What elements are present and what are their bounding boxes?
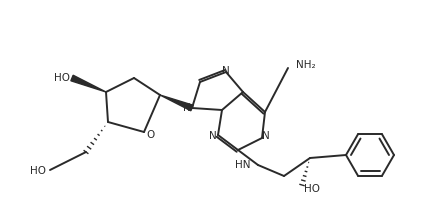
Text: O: O <box>146 130 154 140</box>
Text: N: N <box>222 66 230 76</box>
Polygon shape <box>71 75 106 92</box>
Polygon shape <box>160 95 193 111</box>
Text: N: N <box>183 103 191 113</box>
Text: HO: HO <box>54 73 70 83</box>
Text: HO: HO <box>304 184 320 194</box>
Text: N: N <box>209 131 217 141</box>
Text: N: N <box>262 131 270 141</box>
Text: HO: HO <box>30 166 46 176</box>
Text: HN: HN <box>234 160 250 170</box>
Text: NH₂: NH₂ <box>296 60 316 70</box>
